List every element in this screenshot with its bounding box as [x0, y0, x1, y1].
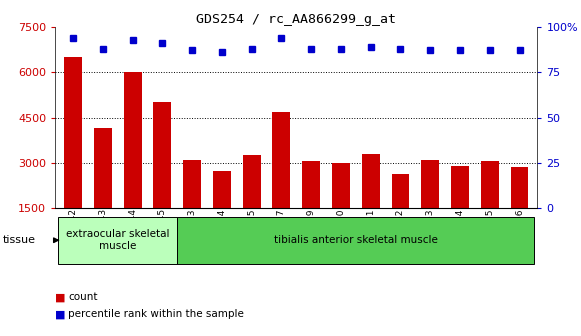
Bar	[451, 166, 469, 208]
Bar	[183, 160, 201, 208]
Bar	[58, 217, 177, 264]
Bar	[94, 128, 112, 208]
Text: tibialis anterior skeletal muscle: tibialis anterior skeletal muscle	[274, 235, 437, 245]
Text: ■: ■	[55, 309, 66, 319]
Bar	[421, 160, 439, 208]
Bar	[243, 155, 261, 208]
Bar	[302, 161, 320, 208]
Bar	[124, 72, 142, 208]
Bar	[153, 102, 171, 208]
Title: GDS254 / rc_AA866299_g_at: GDS254 / rc_AA866299_g_at	[196, 13, 396, 26]
Text: percentile rank within the sample: percentile rank within the sample	[68, 309, 244, 319]
Bar	[177, 217, 535, 264]
Bar	[213, 170, 231, 208]
Text: count: count	[68, 292, 98, 302]
Bar	[481, 161, 498, 208]
Text: ■: ■	[55, 292, 66, 302]
Bar	[362, 154, 379, 208]
Bar	[64, 57, 82, 208]
Bar	[511, 167, 529, 208]
Text: extraocular skeletal
muscle: extraocular skeletal muscle	[66, 229, 170, 251]
Bar	[392, 173, 410, 208]
Bar	[272, 112, 290, 208]
Text: tissue: tissue	[3, 235, 36, 245]
Bar	[332, 163, 350, 208]
